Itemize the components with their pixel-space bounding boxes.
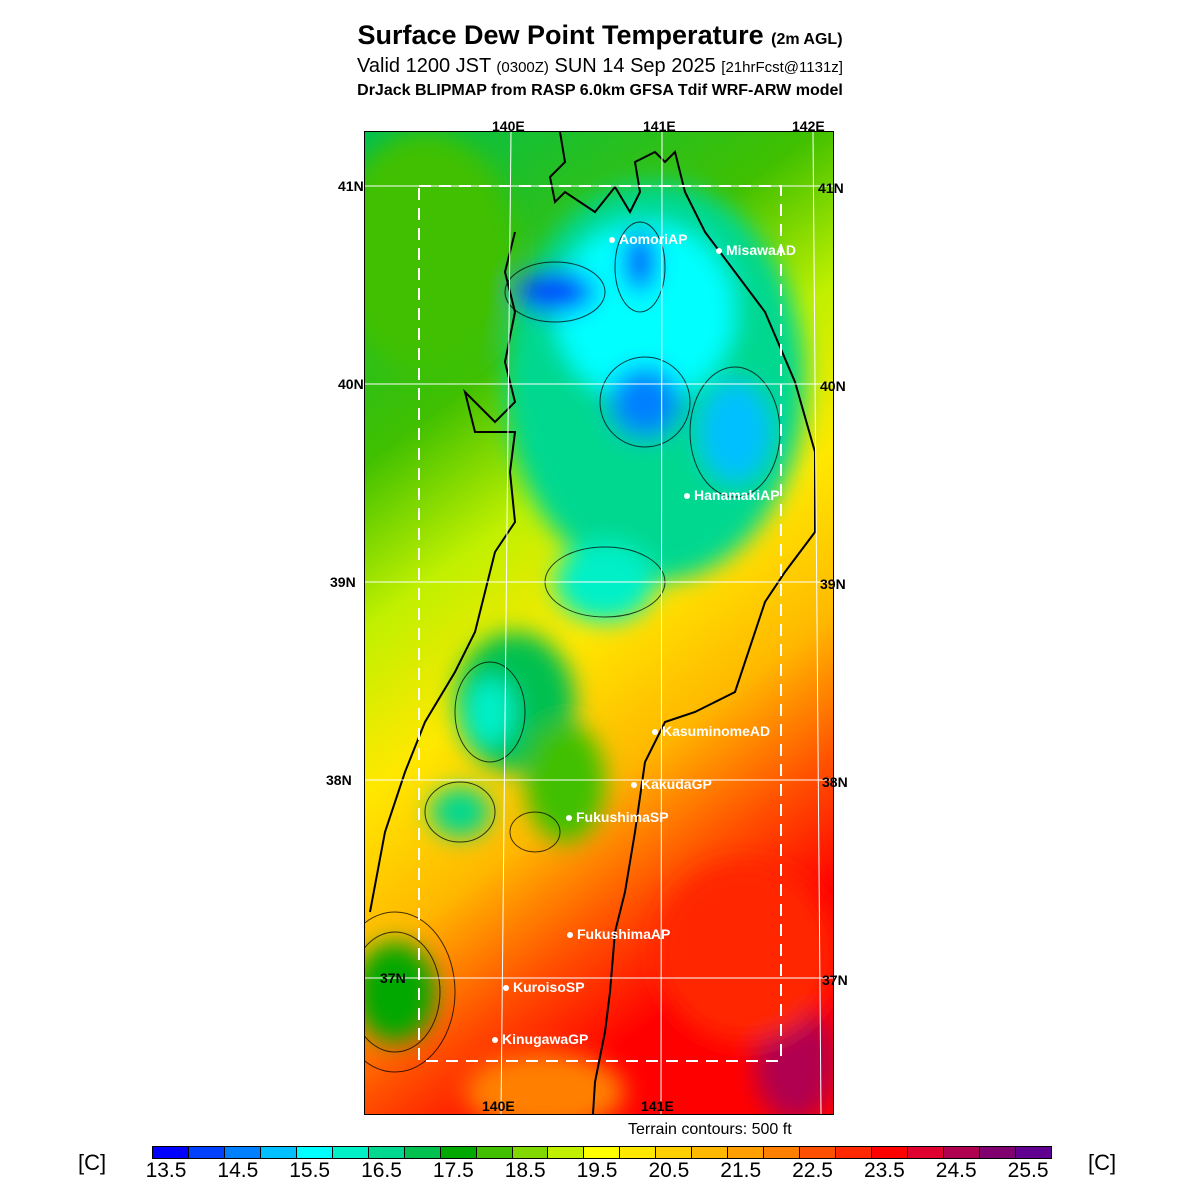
colorbar-swatch	[224, 1147, 261, 1158]
station-kasuminome: KasuminomeAD	[652, 723, 770, 739]
colorbar-swatch	[728, 1147, 765, 1158]
map-title: Surface Dew Point Temperature (2m AGL)	[357, 20, 843, 50]
lat-label-left: 39N	[330, 574, 356, 590]
colorbar-swatch	[908, 1147, 944, 1158]
lat-label-left: 37N	[380, 970, 406, 986]
station-aomori: AomoriAP	[609, 231, 687, 247]
lat-label-right: 37N	[822, 972, 848, 988]
station-kakuda: KakudaGP	[631, 776, 712, 792]
colorbar-swatch	[404, 1147, 441, 1158]
colorbar	[152, 1146, 1052, 1159]
terrain-contour-note: Terrain contours: 500 ft	[628, 1121, 792, 1138]
colorbar-swatch	[440, 1147, 477, 1158]
colorbar-swatch	[979, 1147, 1016, 1158]
lat-label-right: 39N	[820, 576, 846, 592]
lat-label-right: 40N	[820, 378, 846, 394]
station-kinugawa: KinugawaGP	[492, 1031, 588, 1047]
colorbar-swatch	[512, 1147, 549, 1158]
colorbar-swatch	[153, 1147, 189, 1158]
valid-time: Valid 1200 JST (0300Z) SUN 14 Sep 2025 […	[357, 55, 843, 77]
colorbar-swatch	[548, 1147, 585, 1158]
lat-label-right: 38N	[822, 774, 848, 790]
station-fukushima-sp: FukushimaSP	[566, 809, 669, 825]
dewpoint-map	[334, 131, 835, 1132]
station-kuroiso: KuroisoSP	[503, 979, 585, 995]
lon-label-top: 140E	[492, 118, 525, 134]
colorbar-swatch	[188, 1147, 225, 1158]
colorbar-swatch	[620, 1147, 657, 1158]
colorbar-swatch	[1015, 1147, 1051, 1158]
colorbar-swatch	[764, 1147, 801, 1158]
colorbar-tick-label: 21.5	[720, 1159, 762, 1182]
colorbar-swatch	[296, 1147, 333, 1158]
colorbar-tick-label: 14.5	[217, 1159, 259, 1182]
colorbar-swatch	[872, 1147, 909, 1158]
colorbar-unit-right: [C]	[1088, 1150, 1117, 1175]
colorbar-swatch	[260, 1147, 297, 1158]
colorbar-tick-label: 17.5	[432, 1159, 474, 1182]
colorbar-tick-label: 23.5	[863, 1159, 905, 1182]
colorbar-swatch	[584, 1147, 621, 1158]
lat-label-left: 41N	[338, 178, 364, 194]
station-fukushima-ap: FukushimaAP	[567, 926, 670, 942]
colorbar-swatch	[368, 1147, 405, 1158]
dewpoint-field	[334, 131, 835, 1132]
colorbar-swatch	[800, 1147, 837, 1158]
colorbar-tick-label: 15.5	[289, 1159, 331, 1182]
lon-label-bottom: 141E	[641, 1098, 674, 1114]
lon-label-top: 142E	[792, 118, 825, 134]
station-misawa: MisawaAD	[716, 242, 796, 258]
lon-label-bottom: 140E	[482, 1098, 515, 1114]
colorbar-swatch	[656, 1147, 693, 1158]
colorbar-tick-label: 19.5	[576, 1159, 618, 1182]
lon-label-top: 141E	[643, 118, 676, 134]
colorbar-tick-label: 25.5	[1007, 1159, 1049, 1182]
colorbar-swatch	[332, 1147, 369, 1158]
colorbar-swatch	[476, 1147, 513, 1158]
colorbar-tick-label: 20.5	[648, 1159, 690, 1182]
colorbar-tick-label: 18.5	[504, 1159, 546, 1182]
colorbar-tick-label: 22.5	[792, 1159, 833, 1182]
lat-label-left: 38N	[326, 772, 352, 788]
station-hanamaki: HanamakiAP	[684, 487, 780, 503]
colorbar-unit-left: [C]	[78, 1150, 107, 1175]
model-subtitle: DrJack BLIPMAP from RASP 6.0km GFSA Tdif…	[357, 82, 843, 99]
lat-label-right: 41N	[818, 180, 844, 196]
colorbar-tick-label: 13.5	[145, 1159, 187, 1182]
colorbar-swatch	[692, 1147, 729, 1158]
colorbar-swatch	[836, 1147, 873, 1158]
colorbar-swatch	[943, 1147, 980, 1158]
colorbar-tick-label: 16.5	[361, 1159, 402, 1182]
lat-label-left: 40N	[338, 376, 364, 392]
colorbar-tick-label: 24.5	[935, 1159, 977, 1182]
